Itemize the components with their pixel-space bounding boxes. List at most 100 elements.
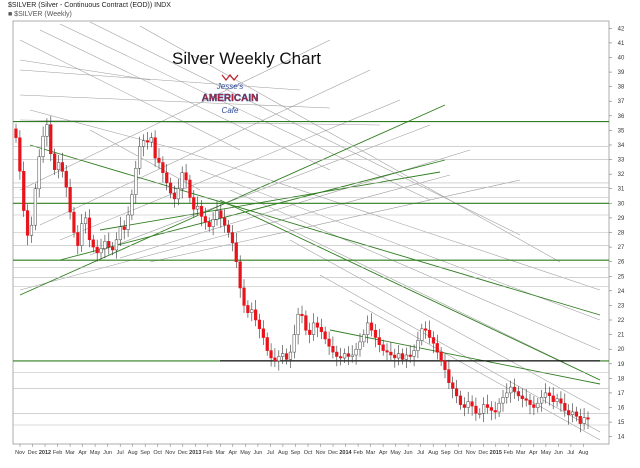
candle-body [451, 382, 455, 389]
x-tick-label: Dec [328, 450, 338, 456]
candle-body [493, 410, 497, 413]
x-tick-label: Jun [404, 450, 413, 456]
fan-line [349, 299, 601, 441]
x-tick-label: Jul [417, 450, 424, 456]
y-tick-label: 28 [618, 231, 625, 237]
candle-body [454, 388, 459, 397]
candle-body [238, 261, 242, 289]
candle-body [180, 172, 184, 189]
y-tick-label: 21 [618, 333, 625, 339]
fan-line [179, 149, 601, 291]
candle-body [536, 402, 540, 408]
candle-body [404, 354, 408, 360]
candle-body [80, 223, 84, 246]
candle-body [319, 327, 323, 332]
candle-body [516, 391, 521, 397]
candle-body [369, 322, 374, 331]
x-tick-label: Jun [103, 450, 112, 456]
candle-body [72, 211, 76, 233]
candle-body [265, 337, 269, 351]
candle-body [107, 241, 111, 248]
candle-body [466, 401, 470, 408]
candles [14, 116, 590, 433]
candle-body [111, 246, 115, 251]
x-tick-label: Jun [253, 450, 262, 456]
candle-body [91, 239, 95, 248]
candle-body [346, 353, 350, 357]
candle-body [470, 401, 474, 407]
candle-body [56, 162, 61, 171]
candle-body [420, 328, 424, 341]
candle-body [219, 210, 223, 219]
candle-body [172, 192, 177, 200]
x-tick-label: May [390, 450, 401, 456]
candle-body [582, 417, 586, 424]
candle-body [76, 232, 80, 246]
candle-body [153, 137, 157, 159]
x-tick-label: Aug [428, 450, 438, 456]
candle-body [524, 398, 528, 401]
y-tick-label: 32 [618, 172, 625, 178]
x-tick-label: Apr [78, 450, 87, 456]
candle-body [331, 346, 335, 353]
x-tick-label: Aug [128, 450, 138, 456]
x-tick-label: Mar [516, 450, 526, 456]
candle-body [574, 411, 579, 417]
candle-body [439, 351, 443, 362]
candle-body [192, 197, 196, 210]
logo-line-1: Jesse's [216, 82, 243, 91]
x-tick-label: Jun [554, 450, 563, 456]
candle-body [400, 353, 405, 360]
x-tick-label: Oct [153, 450, 162, 456]
candle-body [130, 194, 134, 216]
fan-line [19, 39, 331, 191]
y-tick-label: 41 [618, 41, 625, 47]
y-tick-label: 36 [618, 114, 625, 120]
candle-body [528, 399, 532, 405]
candle-body [29, 224, 34, 236]
candle-body [138, 146, 142, 169]
x-tick-label: Oct [454, 450, 463, 456]
logo-line-2: AMERICAIN [202, 93, 259, 104]
candle-body [284, 353, 289, 360]
candle-body [424, 328, 428, 331]
y-tick-label: 35 [618, 128, 625, 134]
candle-body [288, 351, 293, 360]
candle-body [242, 287, 246, 306]
candle-body [431, 337, 436, 344]
x-tick-label: Aug [579, 450, 589, 456]
candle-body [33, 188, 37, 226]
candle-body [485, 404, 490, 408]
y-tick-label: 27 [618, 245, 625, 251]
candle-body [246, 305, 250, 313]
trend-lines [19, 21, 601, 441]
x-tick-label: Oct [304, 450, 313, 456]
candle-body [273, 357, 277, 362]
candle-body [145, 140, 150, 143]
candle-body [250, 309, 254, 313]
y-tick-label: 42 [618, 26, 625, 32]
candle-body [18, 137, 22, 172]
horizontal-levels [13, 121, 609, 426]
candle-body [207, 222, 211, 227]
candle-body [315, 322, 320, 328]
candle-body [234, 242, 238, 262]
candle-body [505, 392, 509, 398]
candle-body [83, 217, 88, 224]
y-tick-label: 16 [618, 406, 625, 412]
candle-body [412, 350, 416, 357]
candle-body [203, 216, 207, 223]
x-tick-label: 2012 [39, 450, 51, 456]
candle-body [257, 319, 262, 330]
y-tick-label: 30 [618, 201, 625, 207]
fan-line [19, 94, 331, 109]
candle-body [447, 369, 451, 383]
candle-body [161, 162, 165, 173]
candle-body [416, 340, 420, 351]
candle-body [389, 351, 393, 356]
fan-line [39, 69, 371, 226]
candle-body [555, 398, 559, 402]
candle-body [14, 128, 18, 138]
